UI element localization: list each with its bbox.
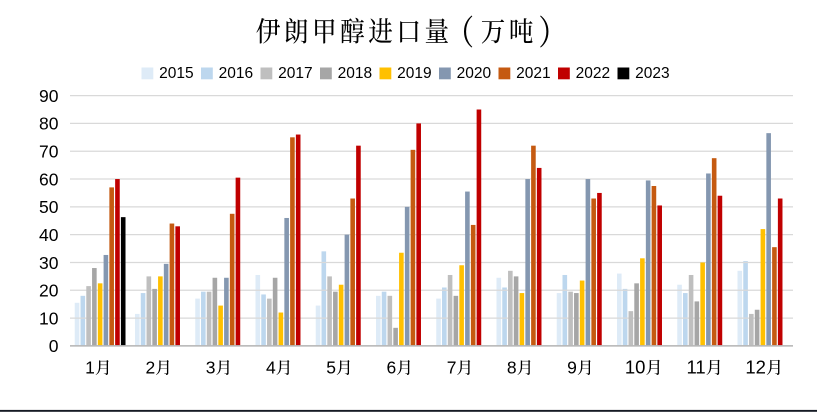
svg-text:60: 60 bbox=[39, 169, 59, 189]
svg-text:7: 7 bbox=[447, 358, 457, 378]
svg-text:2: 2 bbox=[145, 358, 155, 378]
svg-text:2018: 2018 bbox=[338, 65, 372, 82]
svg-text:40: 40 bbox=[39, 225, 59, 245]
svg-text:70: 70 bbox=[39, 142, 59, 162]
svg-text:3: 3 bbox=[206, 358, 216, 378]
svg-text:10: 10 bbox=[625, 357, 646, 378]
svg-text:5: 5 bbox=[326, 358, 336, 378]
svg-text:0: 0 bbox=[49, 336, 59, 356]
svg-text:50: 50 bbox=[39, 197, 59, 217]
svg-text:80: 80 bbox=[39, 114, 59, 134]
svg-text:9: 9 bbox=[567, 358, 577, 378]
svg-text:8: 8 bbox=[507, 358, 517, 378]
svg-text:11: 11 bbox=[687, 357, 706, 378]
svg-text:20: 20 bbox=[39, 281, 59, 301]
svg-text:12: 12 bbox=[745, 357, 766, 378]
svg-text:2017: 2017 bbox=[278, 65, 312, 82]
svg-text:2020: 2020 bbox=[457, 65, 492, 82]
svg-text:2022: 2022 bbox=[576, 65, 610, 82]
svg-text:2019: 2019 bbox=[397, 65, 431, 82]
svg-text:1: 1 bbox=[85, 358, 95, 378]
svg-text:6: 6 bbox=[386, 358, 396, 378]
svg-text:4: 4 bbox=[266, 358, 276, 378]
svg-text:2021: 2021 bbox=[516, 65, 550, 82]
svg-text:10: 10 bbox=[39, 308, 59, 328]
svg-text:30: 30 bbox=[39, 253, 59, 273]
svg-text:90: 90 bbox=[39, 86, 59, 106]
svg-text:2023: 2023 bbox=[635, 65, 669, 82]
svg-text:2016: 2016 bbox=[219, 65, 253, 82]
svg-text:2015: 2015 bbox=[159, 65, 193, 82]
